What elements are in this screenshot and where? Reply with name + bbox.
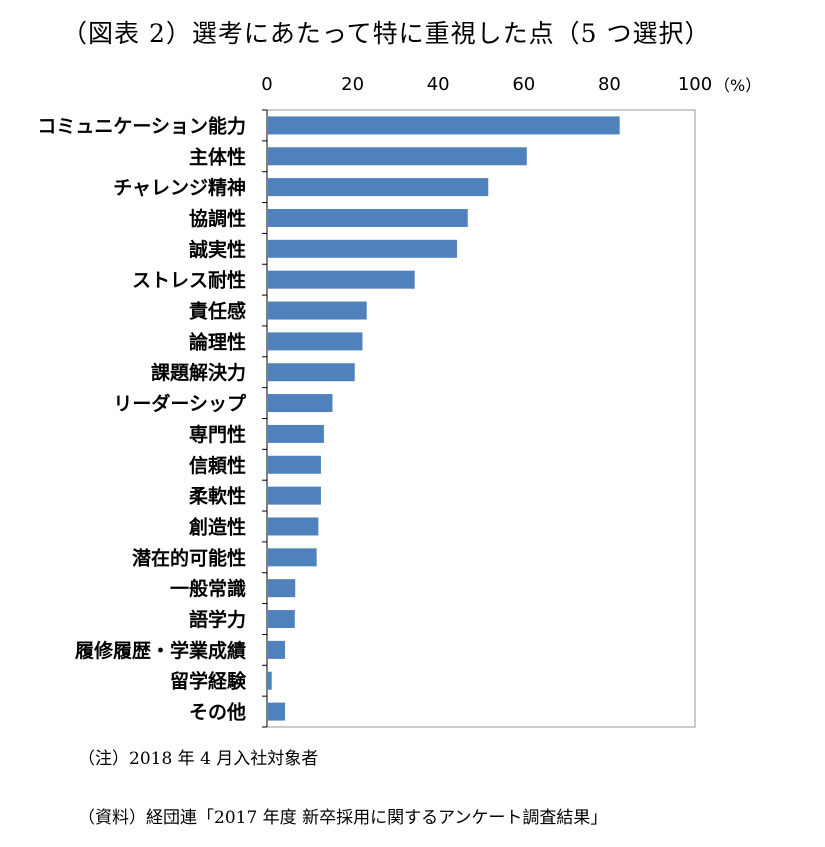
category-label: 主体性 [189, 145, 246, 168]
bar [268, 332, 363, 351]
bar [268, 394, 333, 413]
category-label: 留学経験 [170, 670, 247, 693]
category-label: チャレンジ精神 [113, 176, 246, 199]
x-tick-label: 80 [598, 74, 621, 95]
category-label: ストレス耐性 [132, 269, 246, 292]
x-axis-ticks: 0 20 40 60 80 100 [261, 74, 712, 95]
x-tick-label: 60 [512, 74, 535, 95]
x-tick-label: 0 [261, 74, 272, 95]
category-label: リーダーシップ [113, 392, 247, 415]
category-label: 潜在的可能性 [132, 546, 246, 569]
bar [268, 486, 321, 505]
bar [268, 363, 355, 382]
category-label: 語学力 [189, 608, 246, 631]
x-axis-unit-label: （%） [714, 76, 761, 95]
category-label: 誠実性 [189, 238, 246, 261]
category-label: その他 [189, 701, 246, 724]
category-label: 柔軟性 [189, 485, 246, 508]
plot-area-frame [266, 109, 696, 728]
bar [268, 208, 468, 227]
bar [268, 147, 527, 166]
category-label: 履修履歴・学業成績 [75, 639, 246, 662]
bar [268, 239, 458, 258]
bar [268, 116, 620, 135]
bar [268, 671, 272, 690]
category-label: 一般常識 [170, 577, 246, 600]
category-label: 課題解決力 [151, 361, 246, 384]
bar [268, 270, 415, 289]
chart-title: （図表 2）選考にあたって特に重視した点（5 つ選択） [62, 19, 711, 48]
bar [268, 702, 285, 721]
bar [268, 424, 324, 443]
bar [268, 548, 317, 567]
category-label: 責任感 [189, 300, 246, 323]
bar [268, 579, 296, 598]
category-label: 協調性 [189, 207, 246, 230]
bar [268, 610, 295, 629]
category-labels: コミュニケーション能力主体性チャレンジ精神協調性誠実性ストレス耐性責任感論理性課… [37, 114, 247, 723]
bar [268, 640, 285, 659]
category-label: 論理性 [189, 330, 246, 353]
bars-group [262, 109, 620, 728]
x-tick-label: 100 [678, 74, 712, 95]
x-tick-label: 40 [427, 74, 450, 95]
bar [268, 455, 321, 474]
category-label: コミュニケーション能力 [37, 114, 246, 137]
bar [268, 517, 319, 536]
category-label: 信頼性 [189, 454, 246, 477]
category-label: 創造性 [189, 515, 246, 538]
bar [268, 178, 489, 197]
bar [268, 301, 367, 320]
category-label: 専門性 [189, 423, 246, 446]
footnote: （注）2018 年 4 月入社対象者 [78, 749, 319, 769]
source-note: （資料）経団連「2017 年度 新卒採用に関するアンケート調査結果」 [78, 808, 608, 828]
x-tick-label: 20 [341, 74, 364, 95]
